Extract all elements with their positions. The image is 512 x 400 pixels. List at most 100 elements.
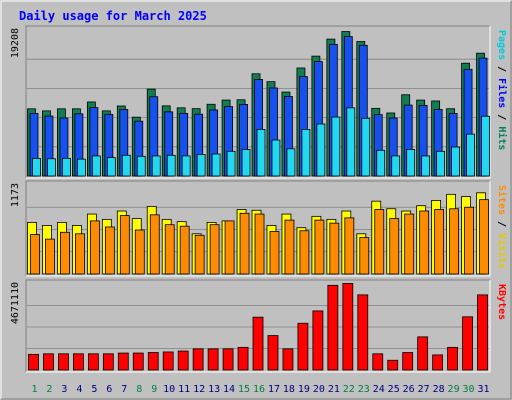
bar-kbytes-day-25 [387,359,399,371]
bar-kbytes-day-13 [207,348,219,371]
bar-sites-day-5 [89,220,100,275]
day-label-21: 21 [328,384,340,395]
bar-kbytes-day-6 [102,353,114,371]
day-label-13: 13 [208,384,220,395]
day-label-6: 6 [106,384,112,395]
day-label-14: 14 [223,384,235,395]
bar-kbytes-day-27 [417,336,429,371]
panel-border-highlight [26,280,491,373]
bar-kbytes-day-4 [73,353,84,371]
axis-label-kbytes: KBytes [496,284,507,320]
day-label-25: 25 [388,384,400,395]
bar-sites-day-7 [119,215,130,275]
day-label-2: 2 [46,384,52,395]
bar-pages-day-14 [226,150,236,177]
bar-pages-day-16 [256,129,266,177]
day-label-1: 1 [31,384,37,395]
panel-bottom-ymax-label: 4671110 [10,282,21,324]
bar-pages-day-20 [316,123,326,177]
day-label-3: 3 [61,384,67,395]
chart-panels: 19208 Pages / Files / Hits 1173 Sites / Vis… [10,25,508,373]
bar-kbytes-day-24 [372,353,384,371]
bar-pages-day-9 [151,155,161,177]
bar-sites-day-31 [479,199,489,275]
bar-pages-day-11 [181,155,191,177]
bar-sites-day-3 [60,231,70,275]
day-label-8: 8 [136,384,142,395]
bar-sites-day-16 [254,213,265,275]
day-label-4: 4 [76,384,82,395]
day-label-28: 28 [433,384,445,395]
bar-sites-day-25 [389,218,400,275]
bar-pages-day-6 [106,157,116,177]
day-label-20: 20 [313,384,325,395]
bar-kbytes-day-10 [162,351,174,371]
axis-label-separator: / [496,60,507,78]
bar-sites-day-8 [134,229,145,275]
bar-sites-day-12 [194,234,205,275]
bar-pages-day-23 [361,117,371,177]
bar-sites-day-2 [45,238,55,275]
bar-kbytes-day-31 [477,294,488,371]
bar-kbytes-day-18 [282,348,294,371]
bar-pages-day-22 [346,107,356,177]
bar-kbytes-day-14 [222,348,234,371]
bar-kbytes-day-19 [297,322,309,371]
day-label-10: 10 [163,384,175,395]
panel-top-ymax-label: 19208 [10,28,21,58]
bar-kbytes-day-21 [327,284,339,371]
bar-sites-day-1 [30,234,40,275]
panel-middle: 1173 Sites / Visits [10,180,508,277]
day-label-23: 23 [358,384,370,395]
axis-label-visits: Visits [496,233,508,269]
bar-pages-day-21 [331,116,341,177]
day-label-24: 24 [373,384,385,395]
bar-kbytes-day-2 [43,353,54,371]
panel-bottom-axis-label: KBytes [496,284,507,320]
bar-sites-day-20 [314,219,325,275]
bar-kbytes-day-16 [252,316,264,371]
day-label-9: 9 [151,384,157,395]
bar-sites-day-18 [284,219,295,275]
bar-pages-day-18 [286,148,296,177]
bar-kbytes-day-30 [462,316,473,371]
bar-kbytes-day-7 [117,352,129,371]
bar-kbytes-day-22 [342,283,354,371]
bar-pages-day-30 [466,133,475,177]
bar-pages-day-2 [47,158,56,177]
bar-sites-day-15 [239,212,250,275]
panel-border-shadow [25,180,490,276]
bar-pages-day-12 [196,154,206,177]
day-label-5: 5 [91,384,97,395]
bar-pages-day-29 [451,146,461,177]
axis-label-files: Files [496,78,508,108]
day-label-19: 19 [298,384,310,395]
bar-kbytes-day-23 [357,294,369,371]
axis-label-pages: Pages [496,30,507,60]
bar-pages-day-4 [77,158,86,177]
panel-middle-ymax-label: 1173 [10,183,21,207]
day-label-15: 15 [238,384,250,395]
bar-sites-day-24 [374,209,385,275]
bar-sites-day-14 [224,220,235,275]
panel-border-shadow [25,279,490,372]
bar-sites-day-13 [209,224,220,275]
bar-sites-day-22 [344,217,355,275]
day-label-11: 11 [178,384,190,395]
bar-sites-day-10 [164,224,175,275]
day-label-22: 22 [343,384,355,395]
day-label-7: 7 [121,384,127,395]
bar-sites-day-29 [449,208,460,275]
day-label-29: 29 [448,384,460,395]
bar-sites-day-17 [269,231,280,275]
bar-kbytes-day-11 [177,350,189,371]
bar-pages-day-27 [421,155,431,177]
bar-sites-day-27 [419,210,430,275]
bar-pages-day-17 [271,139,281,177]
bar-pages-day-3 [62,157,71,177]
bar-sites-day-9 [149,214,160,275]
bar-sites-day-19 [299,230,310,275]
